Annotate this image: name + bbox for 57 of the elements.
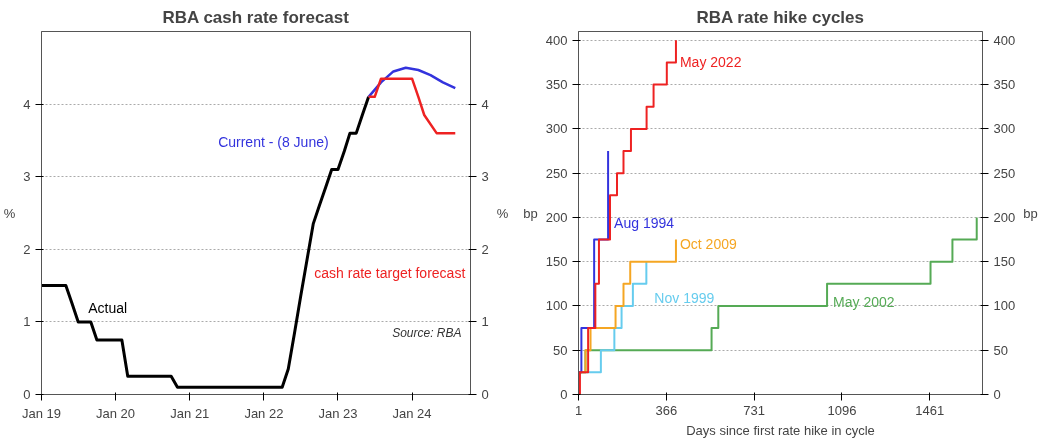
y-axis-title: bp <box>523 205 538 221</box>
y-tick-label: 150 <box>545 254 568 270</box>
y-tick-label: 350 <box>545 77 568 93</box>
y2-tick-label: 4 <box>481 96 489 112</box>
y-tick-label: 1 <box>23 314 31 330</box>
y-tick-label: 250 <box>545 165 568 181</box>
x-tick-label: 366 <box>655 402 678 418</box>
y2-tick-label: 400 <box>993 32 1016 48</box>
line-series <box>367 77 457 135</box>
series-label: Aug 1994 <box>614 215 675 232</box>
x-tick-label: 731 <box>743 402 766 418</box>
annotation: Source: RBA <box>392 325 462 340</box>
x-tick-label: Jan 22 <box>244 405 284 421</box>
x-tick-label: 1 <box>574 402 583 418</box>
x-tick-label: Jan 23 <box>318 405 358 421</box>
y-tick-label: 2 <box>23 241 31 257</box>
y-tick-label: 0 <box>560 387 568 402</box>
series-label: May 2002 <box>833 293 895 310</box>
series-label: Oct 2009 <box>679 235 737 252</box>
x-axis-title: Days since first rate hike in cycle <box>686 422 875 438</box>
x-tick-label: Jan 21 <box>170 405 210 421</box>
y-tick-label: 100 <box>545 298 568 314</box>
line-series <box>41 95 371 389</box>
y-tick-label: 300 <box>545 121 568 137</box>
x-tick-label: 1096 <box>827 402 857 418</box>
y2-tick-label: 200 <box>993 209 1016 225</box>
series-label: Actual <box>88 299 128 316</box>
y-tick-label: 50 <box>553 342 568 358</box>
y2-tick-label: 300 <box>993 121 1016 137</box>
y-tick-label: 200 <box>545 209 568 225</box>
y2-axis-title: % <box>496 205 509 221</box>
x-tick-label: Jan 19 <box>21 405 62 421</box>
y2-tick-label: 3 <box>481 169 489 185</box>
y2-tick-label: 1 <box>481 314 489 330</box>
y2-tick-label: 0 <box>481 387 489 402</box>
y2-tick-label: 100 <box>993 298 1016 314</box>
text: Current - (8 June) <box>218 133 329 150</box>
chart-title: RBA rate hike cycles <box>696 7 864 27</box>
y2-tick-label: 50 <box>993 342 1008 358</box>
y2-tick-label: 150 <box>993 254 1016 270</box>
y-axis-title: % <box>3 205 16 221</box>
series-label: May 2022 <box>679 54 742 71</box>
x-tick-label: Jan 24 <box>392 405 432 421</box>
text: cash rate target forecast <box>314 265 466 282</box>
x-tick-label: 1461 <box>915 402 945 418</box>
y2-axis-title: bp <box>1023 205 1038 221</box>
y2-tick-label: 0 <box>993 387 1001 402</box>
y2-tick-label: 2 <box>481 241 489 257</box>
y-tick-label: 4 <box>23 96 31 112</box>
y-tick-label: 400 <box>545 32 568 48</box>
chart-title: RBA cash rate forecast <box>162 7 350 27</box>
x-tick-label: Jan 20 <box>96 405 136 421</box>
y-tick-label: 3 <box>23 169 31 185</box>
y-tick-label: 0 <box>23 387 31 402</box>
series-label: Nov 1999 <box>654 289 715 306</box>
y2-tick-label: 350 <box>993 77 1016 93</box>
y2-tick-label: 250 <box>993 165 1016 181</box>
